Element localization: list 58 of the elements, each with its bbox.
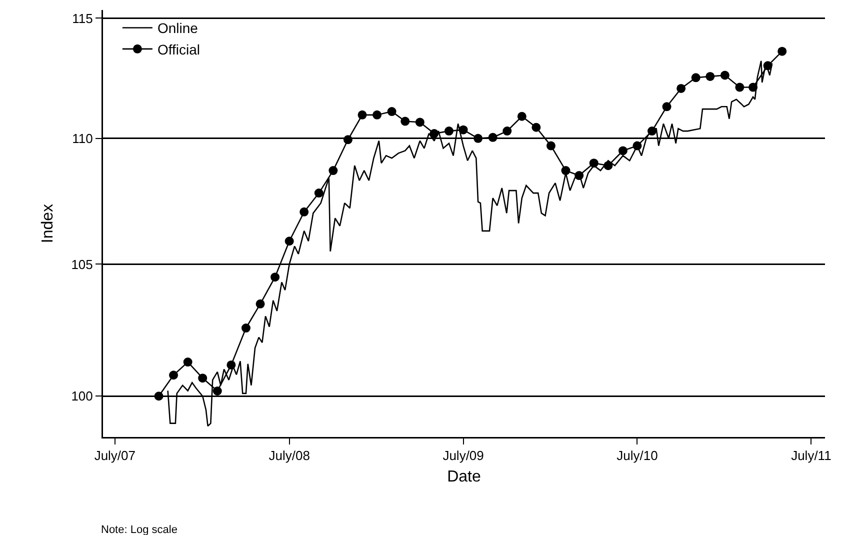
legend-label: Official — [157, 41, 200, 58]
point — [183, 358, 192, 367]
point — [691, 73, 700, 82]
point — [358, 110, 367, 120]
point — [444, 126, 454, 136]
x-axis-title: Date — [447, 468, 481, 486]
x-tick-label: July/07 — [94, 448, 136, 464]
point — [387, 107, 396, 116]
point — [300, 207, 309, 216]
point — [618, 146, 628, 156]
point — [532, 122, 541, 132]
point — [198, 374, 208, 383]
point — [169, 370, 178, 380]
point — [241, 324, 250, 333]
point — [256, 299, 265, 308]
point — [748, 82, 758, 92]
point — [662, 102, 672, 112]
point — [400, 116, 410, 126]
point — [589, 158, 598, 168]
point — [632, 141, 642, 150]
x-tick-label: July/11 — [791, 448, 832, 464]
point — [488, 132, 498, 142]
point — [604, 161, 613, 170]
point — [720, 70, 730, 80]
point — [706, 72, 715, 81]
point — [270, 272, 280, 282]
point — [226, 360, 236, 370]
point — [502, 126, 512, 136]
text: Note: Log scale — [101, 524, 178, 535]
point — [778, 46, 787, 56]
point — [458, 125, 468, 134]
point — [372, 110, 382, 120]
point — [517, 112, 526, 121]
point — [328, 166, 338, 176]
x-tick-label: July/08 — [268, 448, 310, 464]
x-tick-label: July/09 — [442, 448, 484, 464]
point — [648, 126, 657, 136]
y-axis-title: Index — [39, 204, 56, 244]
point — [763, 61, 772, 70]
point — [574, 171, 584, 180]
point — [343, 135, 352, 144]
point — [676, 84, 686, 93]
point — [474, 134, 483, 143]
point — [314, 188, 324, 198]
y-tick-label: 110 — [72, 130, 93, 146]
legend-label: Online — [157, 20, 198, 36]
point — [284, 236, 294, 246]
point — [430, 129, 439, 138]
y-tick-label: 100 — [71, 388, 93, 404]
y-tick-label: 105 — [71, 256, 93, 272]
point — [154, 392, 164, 401]
point — [212, 386, 222, 396]
point — [561, 166, 570, 176]
point — [546, 141, 556, 150]
x-tick-label: July/10 — [616, 448, 658, 464]
point — [735, 82, 744, 92]
point — [415, 118, 424, 127]
y-tick-label: 115 — [72, 10, 93, 26]
